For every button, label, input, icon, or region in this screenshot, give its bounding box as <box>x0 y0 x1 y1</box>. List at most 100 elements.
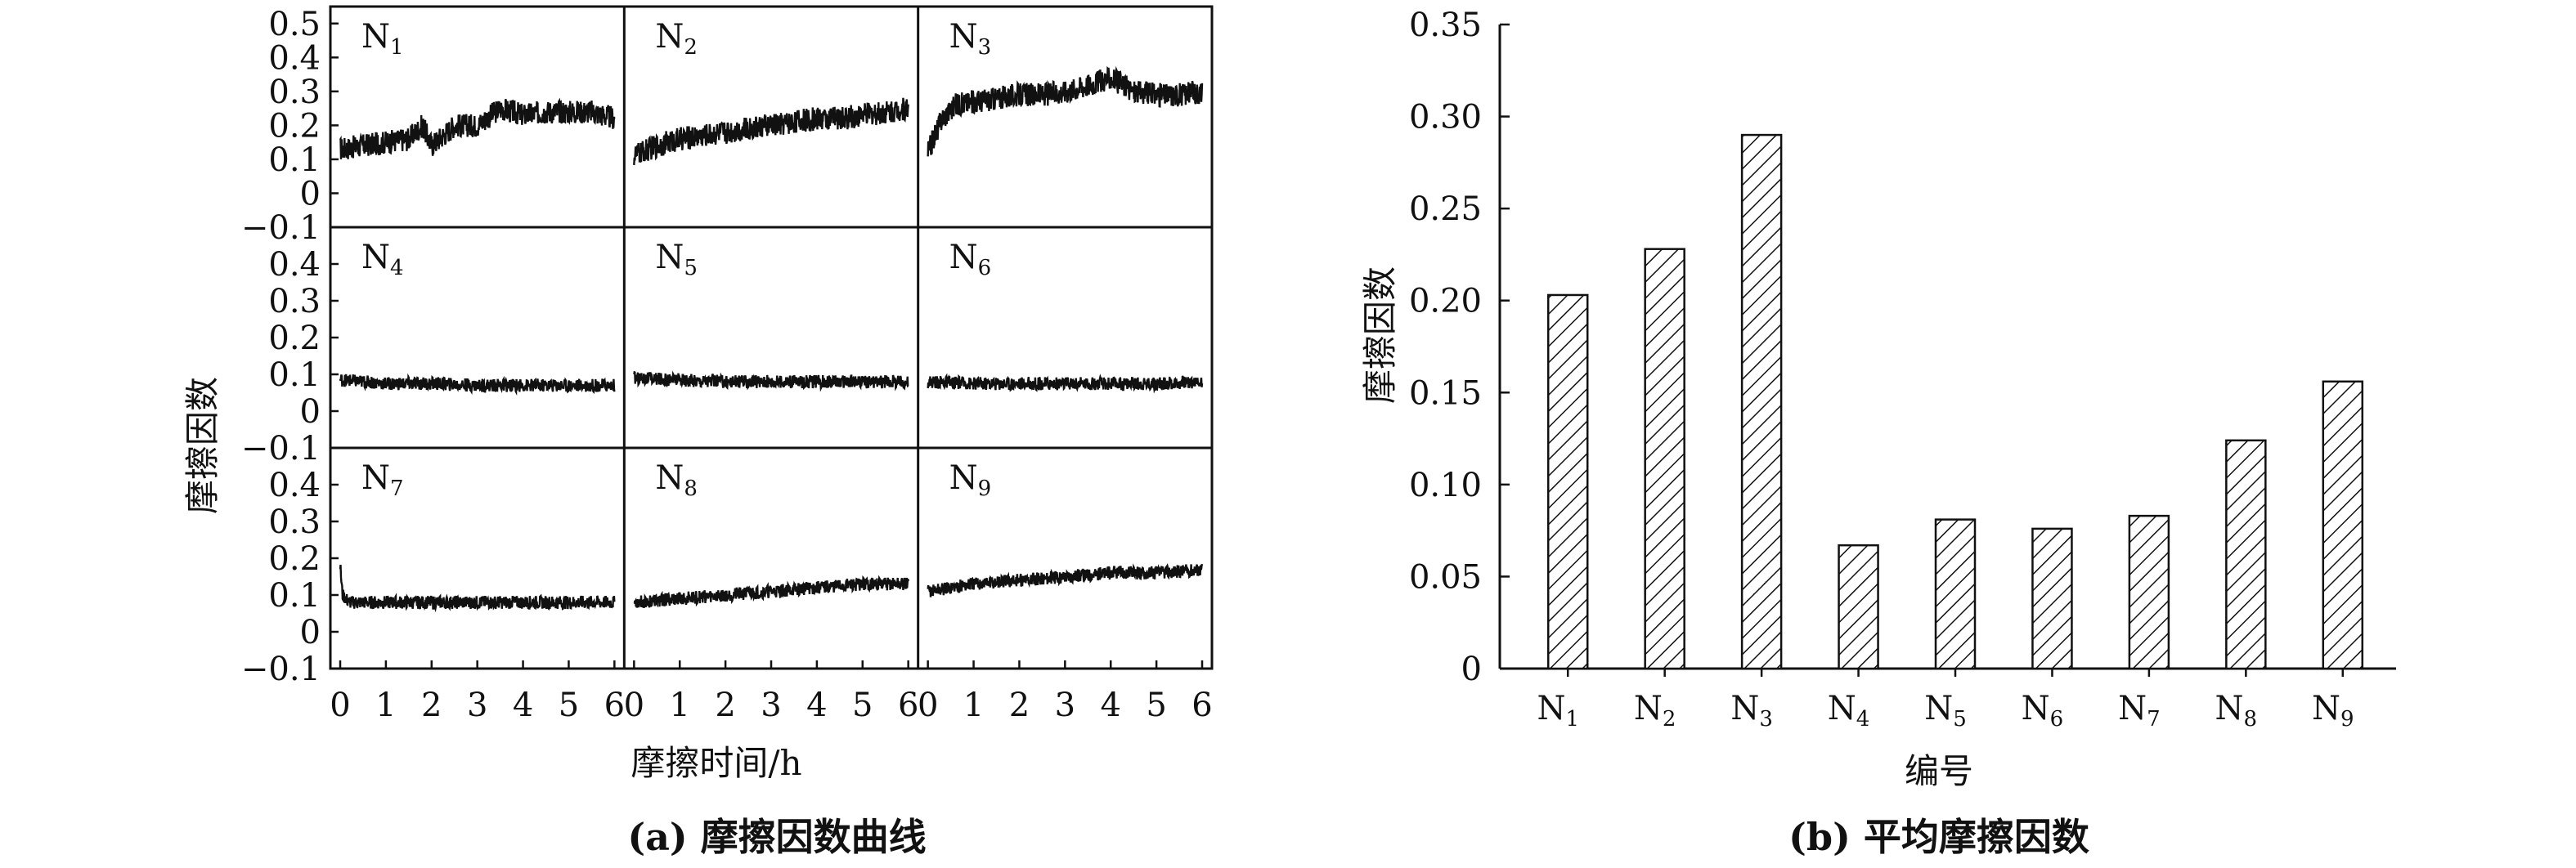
x-tick-label-a: 5 <box>559 687 579 724</box>
x-tick-label-a: 2 <box>421 687 442 724</box>
x-tick-label-a: 6 <box>1192 687 1212 724</box>
x-tick-label-a: 1 <box>375 687 396 724</box>
x-tick-label-a: 4 <box>513 687 533 724</box>
x-tick-label-a: 3 <box>467 687 487 724</box>
x-tick-label-N8: N8 <box>2215 690 2258 732</box>
x-tick-label-a: 4 <box>1100 687 1120 724</box>
x-tick-label-N7: N7 <box>2118 690 2161 732</box>
x-tick-labels-a: 0 1 2 3 4 5 60 1 2 3 4 5 60 1 2 3 4 5 6 <box>330 660 1213 724</box>
x-tick-label-a: 4 <box>806 687 827 724</box>
friction-curve-N1 <box>339 97 616 159</box>
x-tick-label-a: 0 <box>918 687 938 724</box>
y-tick-label-b: 0 <box>1461 651 1482 688</box>
y-tick-label-b: 0.20 <box>1409 283 1482 320</box>
x-tick-label-N2: N2 <box>1634 690 1676 732</box>
y-tick-label-a: 0.4 <box>268 246 321 284</box>
x-tick-label-a: 3 <box>761 687 781 724</box>
y-tick-label-a: 0.4 <box>268 39 321 77</box>
x-tick-label-a: 2 <box>1009 687 1030 724</box>
y-tick-label-b: 0.25 <box>1409 190 1482 228</box>
friction-curve-N5 <box>633 370 909 392</box>
friction-curve-N2 <box>633 97 909 166</box>
y-tick-label-a: 0.1 <box>268 356 321 394</box>
x-tick-label-N5: N5 <box>1924 690 1967 732</box>
bar-N6 <box>2031 527 2073 670</box>
panel-label-N8: N8 <box>655 459 698 501</box>
y-tick-label-a: 0.2 <box>268 107 321 145</box>
y-tick-label-a: 0.3 <box>268 74 321 111</box>
x-tick-label-N1: N1 <box>1537 690 1579 732</box>
x-tick-label-a: 1 <box>669 687 689 724</box>
y-tick-labels-a: 0.50.40.30.20.10−0.10.40.30.20.10−0.10.4… <box>241 6 339 688</box>
x-tick-label-N4: N4 <box>1828 690 1870 732</box>
x-tick-label-a: 0 <box>624 687 644 724</box>
panel-labels: N1 N2 N3 N4 N5 N6 N7 N8 N9 <box>361 18 991 501</box>
x-axis-title-b: 编号 <box>1905 751 1973 791</box>
y-tick-label-a: 0.5 <box>268 6 321 43</box>
bar-N9 <box>2322 380 2364 670</box>
bar-N7 <box>2128 514 2170 670</box>
x-tick-label-a: 6 <box>898 687 918 724</box>
y-tick-label-a: 0.4 <box>268 467 321 504</box>
bar-N4 <box>1838 544 1879 670</box>
y-tick-label-a: 0.2 <box>268 320 321 357</box>
y-tick-label-a: −0.1 <box>241 209 321 247</box>
x-tick-label-a: 3 <box>1055 687 1075 724</box>
y-tick-label-a: 0 <box>300 614 321 651</box>
panel-label-N2: N2 <box>655 18 698 60</box>
x-tick-label-a: 6 <box>604 687 625 724</box>
panel-label-N3: N3 <box>949 18 992 60</box>
friction-curve-N8 <box>633 575 909 608</box>
x-tick-label-a: 1 <box>963 687 984 724</box>
y-tick-label-a: 0.2 <box>268 540 321 578</box>
y-tick-label-b: 0.15 <box>1409 374 1482 412</box>
y-tick-label-b: 0.30 <box>1409 99 1482 136</box>
friction-curves <box>339 65 1204 613</box>
y-tick-label-a: 0 <box>300 393 321 431</box>
y-tick-label-b: 0.10 <box>1409 467 1482 504</box>
y-tick-label-a: 0.3 <box>268 503 321 541</box>
grid-outer-frame <box>329 5 1214 670</box>
x-tick-label-N9: N9 <box>2312 690 2354 732</box>
x-tick-labels-b: N1 N2 N3 N4 N5 N6 N7 N8 N9 <box>1537 669 2354 732</box>
x-tick-label-N3: N3 <box>1730 690 1773 732</box>
x-axis-title-a: 摩擦时间/h <box>631 743 801 783</box>
friction-curve-N6 <box>927 373 1204 394</box>
small-multiples-frames <box>329 5 1214 670</box>
x-tick-label-N6: N6 <box>2022 690 2064 732</box>
y-tick-label-a: 0.1 <box>268 577 321 615</box>
x-tick-label-a: 0 <box>330 687 350 724</box>
caption-a: (a) 摩擦因数曲线 <box>627 815 926 859</box>
friction-curve-N4 <box>339 373 616 396</box>
y-axis-title-a: 摩擦因数 <box>182 377 222 514</box>
panel-label-N6: N6 <box>949 239 992 280</box>
y-tick-label-a: 0.3 <box>268 283 321 320</box>
friction-curve-N3 <box>927 65 1204 157</box>
bars <box>1546 133 2364 670</box>
panel-label-N9: N9 <box>949 459 992 501</box>
x-tick-label-a: 5 <box>1146 687 1166 724</box>
bar-N1 <box>1546 293 1589 670</box>
friction-curve-N9 <box>927 563 1204 597</box>
y-tick-label-b: 0.35 <box>1409 7 1482 44</box>
bar-N5 <box>1934 518 1977 670</box>
y-tick-label-a: −0.1 <box>241 430 321 468</box>
average-friction-bar-chart: 0 0.05 0.10 0.15 0.20 0.25 0.30 0.35 N1 N2 N3 N4 N5… <box>1360 7 2396 859</box>
y-axis-title-b: 摩擦因数 <box>1360 266 1400 404</box>
bar-N8 <box>2225 439 2267 670</box>
friction-curve-N7 <box>339 564 616 613</box>
y-tick-label-a: −0.1 <box>241 651 321 688</box>
panel-label-N7: N7 <box>361 459 404 501</box>
x-tick-label-a: 2 <box>715 687 735 724</box>
x-tick-label-a: 5 <box>852 687 873 724</box>
y-tick-label-a: 0.1 <box>268 141 321 179</box>
bar-N2 <box>1644 248 1685 670</box>
y-tick-label-b: 0.05 <box>1409 558 1482 596</box>
panel-label-N5: N5 <box>655 239 698 280</box>
caption-b: (b) 平均摩擦因数 <box>1788 815 2089 859</box>
panel-label-N1: N1 <box>361 18 404 60</box>
y-tick-label-a: 0 <box>300 175 321 213</box>
bar-N3 <box>1740 133 1783 670</box>
